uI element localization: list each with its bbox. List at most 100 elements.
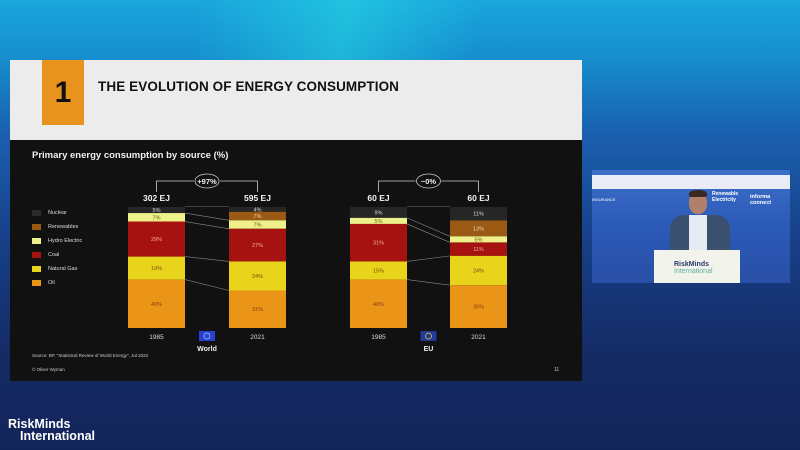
legend-label: Hydro Electric (48, 238, 83, 244)
legend-label: Renewables (48, 224, 79, 230)
slide-title: THE EVOLUTION OF ENERGY CONSUMPTION (98, 79, 400, 94)
total-label: 595 EJ (244, 193, 271, 203)
page-number: 11 (554, 367, 560, 373)
bar-segment-oil (350, 279, 407, 328)
flag-emblem-icon (203, 332, 211, 340)
stage-logo-renewable-line1: Renewable (712, 191, 739, 197)
change-label: ~0% (421, 177, 437, 186)
source-footnote: Source: BP, "Statistical Review of World… (32, 353, 149, 358)
bar-segment-nuclear (128, 207, 185, 214)
segment-value-label: 7% (153, 215, 161, 221)
bar-segment-hydro-electric (450, 236, 507, 243)
connector-line (184, 279, 230, 291)
podium (654, 250, 740, 283)
bar-segment-coal (350, 223, 407, 262)
podium-logo-line1: RiskMinds (674, 261, 710, 268)
presentation-slide: 1 THE EVOLUTION OF ENERGY CONSUMPTION Pr… (10, 60, 582, 381)
bar-segment-oil (128, 279, 185, 328)
chart-legend: Nuclear Renewables Hydro Electric Coal Natur… (32, 206, 82, 290)
region-flag-icon (199, 331, 215, 341)
connector-line (406, 255, 451, 262)
stage-logo-left: INSURANCE (592, 197, 616, 202)
change-bracket (378, 180, 479, 192)
bar-segment-coal (229, 228, 286, 262)
connector-line (184, 212, 230, 221)
region-label: EU (424, 346, 434, 353)
segment-value-label: 4% (254, 207, 262, 213)
bar-segment-coal (128, 221, 185, 257)
stage-banner (592, 175, 790, 189)
copyright-text: © Oliver Wyman (32, 367, 65, 372)
legend-item: Oil (32, 276, 82, 290)
bar-segment-natural-gas (229, 261, 286, 291)
segment-value-label: 9% (375, 210, 383, 216)
segment-value-label: 7% (254, 223, 262, 229)
stage-logo-renewable: Renewable Electricity (712, 191, 739, 203)
legend-swatch (32, 210, 41, 216)
connector-line (184, 256, 230, 262)
speaker-head (689, 192, 707, 214)
legend-label: Coal (48, 252, 60, 258)
segment-value-label: 5% (375, 219, 383, 225)
bar-segment-natural-gas (350, 261, 407, 280)
connector-line (406, 217, 451, 237)
segment-value-label: 5% (153, 208, 161, 214)
flag-emblem-icon (425, 332, 432, 340)
connector-line (184, 221, 230, 230)
year-label: 1985 (371, 334, 386, 341)
legend-item: Coal (32, 248, 82, 262)
segment-value-label: 40% (373, 302, 384, 308)
segment-value-label: 24% (252, 274, 263, 280)
legend-swatch (32, 280, 41, 286)
region-label: World (197, 346, 217, 353)
speaker-hair (689, 190, 707, 197)
connector-line (406, 279, 451, 286)
legend-item: Nuclear (32, 206, 82, 220)
bar-segment-oil (450, 285, 507, 328)
bar-segment-renewables (450, 220, 507, 237)
podium-logo: RiskMinds International (674, 261, 713, 275)
brand-line2: International (20, 429, 96, 443)
year-label: 1985 (149, 334, 164, 341)
segment-value-label: 13% (473, 226, 484, 232)
speaker-shirt (689, 215, 707, 255)
legend-swatch (32, 238, 41, 244)
stage-logo-informa: informa connect (750, 194, 772, 206)
legend-item: Natural Gas (32, 262, 82, 276)
connector-line (406, 223, 451, 243)
legend-swatch (32, 252, 41, 258)
segment-value-label: 29% (151, 237, 162, 243)
bar-segment-nuclear (450, 207, 507, 221)
stage-logo-renewable-line2: Electricity (712, 196, 736, 203)
speaker-video-feed: INSURANCE Renewable Electricity informa … (592, 170, 790, 283)
total-label: 60 EJ (467, 193, 489, 203)
bar-segment-hydro-electric (229, 220, 286, 229)
segment-value-label: 31% (252, 307, 263, 313)
segment-value-label: 35% (473, 305, 484, 311)
legend-swatch (32, 266, 41, 272)
bar-segment-renewables (229, 211, 286, 221)
legend-swatch (32, 224, 41, 230)
legend-label: Natural Gas (48, 266, 78, 272)
legend-label: Nuclear (48, 210, 67, 216)
podium-logo-line2: International (674, 268, 713, 275)
change-ellipse (194, 173, 220, 189)
section-number: 1 (42, 60, 84, 125)
bar-segment-hydro-electric (128, 213, 185, 222)
segment-value-label: 7% (254, 214, 262, 220)
bar-segment-nuclear (229, 207, 286, 212)
legend-item: Hydro Electric (32, 234, 82, 248)
bar-segment-natural-gas (450, 255, 507, 286)
bar-segment-coal (450, 242, 507, 256)
legend-label: Oil (48, 280, 55, 286)
segment-value-label: 5% (475, 237, 483, 243)
year-label: 2021 (471, 334, 486, 341)
bar-segment-hydro-electric (350, 217, 407, 224)
segment-value-label: 11% (473, 247, 484, 253)
segment-value-label: 24% (473, 269, 484, 275)
region-flag-icon (420, 331, 437, 341)
chart-title: Primary energy consumption by source (%) (32, 150, 229, 161)
segment-value-label: 15% (373, 269, 384, 275)
bar-segment-nuclear (350, 207, 407, 218)
